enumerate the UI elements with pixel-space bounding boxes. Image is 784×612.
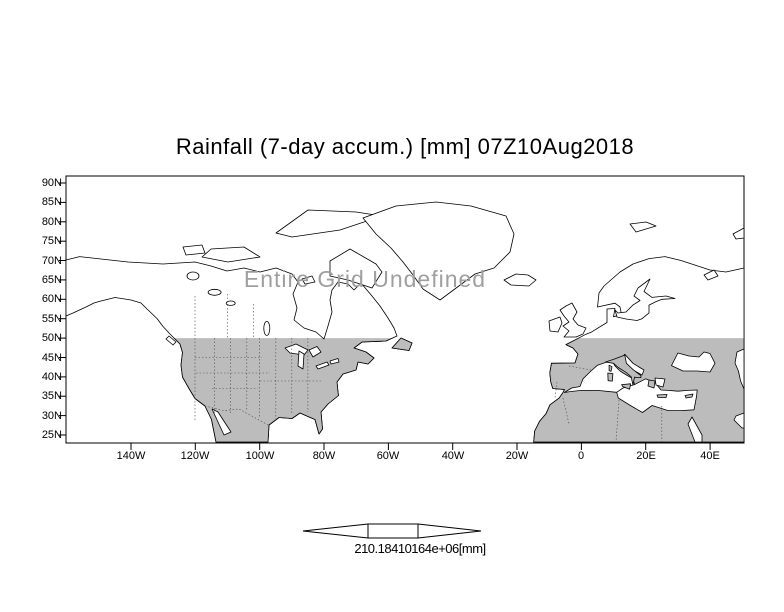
lon-tick-label: 40E [700, 450, 720, 462]
baltic-sea [614, 278, 676, 321]
map-area [65, 201, 745, 443]
lat-tick-label: 65N [41, 274, 62, 286]
lon-tick-label: 140W [116, 450, 146, 462]
lake-superior [284, 343, 309, 356]
colorbar-label: 210.18410164e+06[mm] [354, 541, 486, 556]
lat-tick-label: 75N [41, 235, 62, 247]
lat-tick-label: 30N [41, 410, 62, 422]
lake-winnipeg [263, 320, 271, 336]
caspian-sea [734, 348, 745, 390]
aegean-sea [654, 377, 666, 388]
white-sea [703, 269, 719, 281]
italy [605, 354, 642, 386]
lake-athabasca [225, 300, 236, 306]
lon-tick-label: 40W [441, 450, 465, 462]
lat-tick-label: 70N [41, 255, 62, 267]
lat-tick-label: 50N [41, 332, 62, 344]
colorbar [302, 523, 482, 539]
lon-tick-label: 60W [376, 450, 400, 462]
lon-tick-label: 120W [180, 450, 210, 462]
gulf-of-california [211, 408, 232, 436]
lake-ontario [329, 358, 340, 365]
lake-michigan [297, 350, 305, 370]
axis-ticks [59, 182, 711, 450]
lat-tick-label: 80N [41, 216, 62, 228]
lat-tick-label: 55N [41, 313, 62, 325]
black-sea [671, 351, 716, 373]
red-sea [687, 416, 703, 443]
mediterranean-west [563, 360, 635, 393]
lat-tick-label: 35N [41, 390, 62, 402]
plot-title: Rainfall (7-day accum.) [mm] 07Z10Aug201… [175, 134, 635, 159]
south-islands-layer [605, 354, 694, 399]
sardinia [607, 372, 614, 382]
persian-gulf [733, 412, 745, 429]
lon-tick-label: 20W [505, 450, 529, 462]
colorbar-shape [302, 523, 482, 539]
sicily [621, 383, 631, 390]
great-slave-lake [207, 288, 222, 296]
cyprus [684, 393, 694, 399]
corsica [608, 364, 613, 372]
lat-tick-label: 45N [41, 352, 62, 364]
lake-huron [308, 346, 322, 358]
lat-tick-label: 60N [41, 293, 62, 305]
canada-province-borders [194, 294, 254, 338]
lat-tick-label: 90N [41, 177, 62, 189]
lon-tick-label: 100W [245, 450, 275, 462]
lat-tick-label: 40N [41, 371, 62, 383]
lake-erie [315, 361, 330, 370]
europe-africa-borders [554, 365, 663, 443]
crete [656, 394, 668, 398]
lat-tick-label: 25N [41, 429, 62, 441]
borders-layer [194, 294, 663, 443]
undefined-grid-watermark: Entire Grid Undefined [243, 266, 487, 292]
peloponnese [647, 379, 656, 389]
lat-tick-label: 85N [41, 196, 62, 208]
lon-tick-label: 20E [636, 450, 656, 462]
lon-tick-label: 0 [577, 450, 585, 462]
great-bear-lake [186, 271, 200, 281]
lon-tick-label: 80W [312, 450, 336, 462]
